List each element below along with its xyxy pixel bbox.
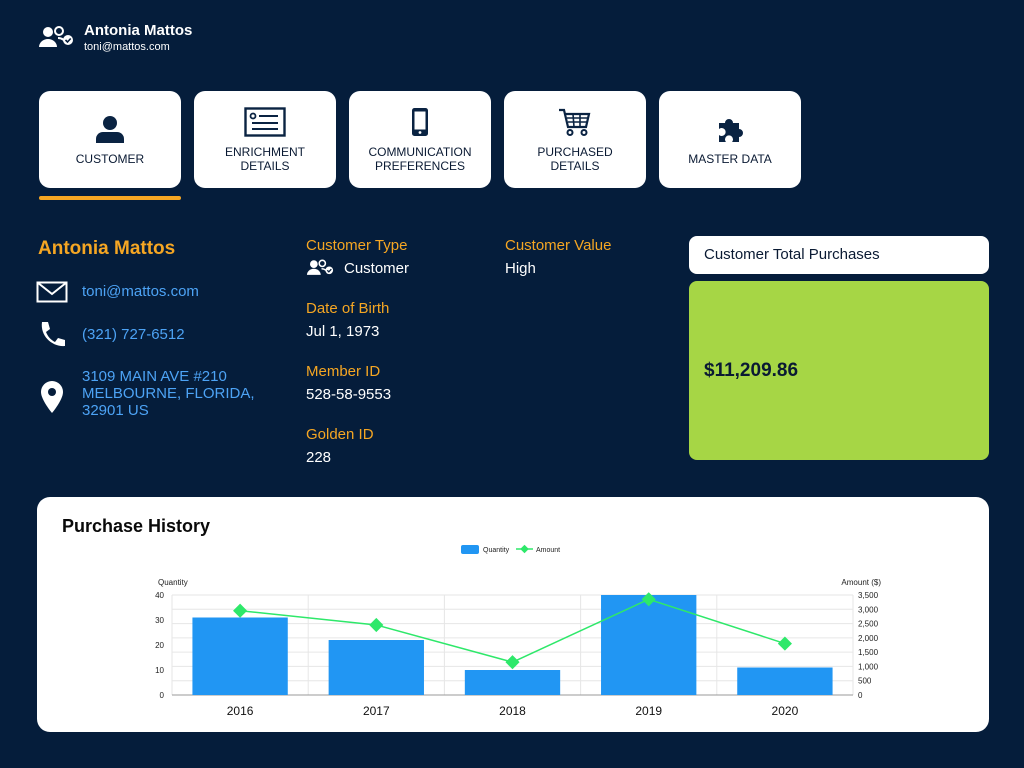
- bar: [329, 640, 424, 695]
- active-tab-indicator: [39, 196, 181, 200]
- amount-line: [240, 599, 785, 662]
- contact-email: toni@mattos.com: [36, 281, 272, 303]
- phone-icon: [38, 320, 66, 350]
- x-tick-label: 2018: [499, 704, 526, 718]
- legend-swatch-amount: [520, 545, 528, 553]
- y-right-tick-label: 2,500: [858, 620, 879, 629]
- y-right-tick-label: 1,000: [858, 662, 879, 671]
- x-tick-label: 2019: [635, 704, 662, 718]
- golden-id-value: 228: [306, 449, 331, 466]
- bar: [192, 618, 287, 696]
- y-right-tick-label: 0: [858, 691, 863, 700]
- customer-value-value: High: [505, 260, 536, 277]
- dob-value: Jul 1, 1973: [306, 323, 379, 340]
- customer-header: Antonia Mattos toni@mattos.com: [38, 22, 192, 54]
- amount-point: [233, 604, 247, 618]
- legend-label-quantity: Quantity: [483, 547, 510, 554]
- user-group-check-icon: [306, 258, 334, 278]
- y-right-axis-label: Amount ($): [841, 578, 881, 587]
- person-icon: [95, 114, 125, 144]
- purchase-history-chart: 0 10 20 30 40 Quantity 0 500 1,000 1,500 2,000 2,50…: [37, 497, 989, 732]
- tab-label: MASTER DATA: [670, 152, 790, 166]
- phone-link[interactable]: (321) 727-6512: [82, 326, 272, 343]
- total-purchases-title: Customer Total Purchases: [689, 236, 989, 274]
- address-text[interactable]: 3109 MAIN AVE #210 MELBOURNE, FLORIDA, 3…: [82, 368, 272, 419]
- tab-customer[interactable]: CUSTOMER: [39, 91, 181, 188]
- id-card-icon: [244, 107, 286, 137]
- legend-swatch-quantity: [461, 545, 479, 554]
- bar: [465, 670, 560, 695]
- contact-phone: (321) 727-6512: [36, 320, 272, 350]
- tab-label: CUSTOMER: [50, 152, 170, 166]
- mobile-phone-icon: [410, 107, 430, 137]
- y-left-axis-label: Quantity: [158, 578, 188, 587]
- user-group-check-icon: [38, 23, 74, 53]
- total-purchases-card: $11,209.86: [689, 281, 989, 460]
- tab-label: ENRICHMENT DETAILS: [205, 145, 325, 173]
- y-left-tick-label: 30: [155, 616, 164, 625]
- contact-address: 3109 MAIN AVE #210 MELBOURNE, FLORIDA, 3…: [36, 368, 272, 419]
- y-right-tick-label: 1,500: [858, 648, 879, 657]
- y-left-tick-label: 20: [155, 641, 164, 650]
- purchase-history-panel: Purchase History 0 10 20 30 40 Quantity 0 500 1,…: [37, 497, 989, 732]
- member-id-value: 528-58-9553: [306, 386, 391, 403]
- tab-communication-preferences[interactable]: COMMUNICATION PREFERENCES: [349, 91, 491, 188]
- tab-purchased-details[interactable]: PURCHASED DETAILS: [504, 91, 646, 188]
- tab-enrichment-details[interactable]: ENRICHMENT DETAILS: [194, 91, 336, 188]
- customer-name: Antonia Mattos: [38, 238, 175, 260]
- bar: [737, 668, 832, 696]
- header-customer-name: Antonia Mattos: [84, 22, 192, 40]
- y-left-tick-label: 10: [155, 666, 164, 675]
- customer-value-label: Customer Value: [505, 237, 611, 254]
- y-left-tick-label: 40: [155, 591, 164, 600]
- tab-label: PURCHASED DETAILS: [515, 145, 635, 173]
- shopping-cart-icon: [558, 107, 592, 137]
- amount-point: [369, 618, 383, 632]
- x-tick-label: 2016: [227, 704, 254, 718]
- y-right-tick-label: 3,500: [858, 591, 879, 600]
- golden-id-label: Golden ID: [306, 426, 374, 443]
- tab-label: COMMUNICATION PREFERENCES: [360, 145, 480, 173]
- map-pin-icon: [40, 380, 64, 414]
- x-tick-label: 2020: [772, 704, 799, 718]
- member-id-label: Member ID: [306, 363, 380, 380]
- y-right-tick-label: 2,000: [858, 634, 879, 643]
- tab-master-data[interactable]: MASTER DATA: [659, 91, 801, 188]
- x-tick-label: 2017: [363, 704, 390, 718]
- total-purchases-amount: $11,209.86: [704, 360, 798, 382]
- y-right-tick-label: 3,000: [858, 605, 879, 614]
- y-left-tick-label: 0: [160, 691, 165, 700]
- customer-type-value: Customer: [344, 260, 409, 277]
- amount-point: [778, 637, 792, 651]
- y-right-tick-label: 500: [858, 677, 872, 686]
- email-link[interactable]: toni@mattos.com: [82, 283, 272, 300]
- header-customer-email: toni@mattos.com: [84, 40, 192, 54]
- envelope-icon: [36, 281, 68, 303]
- legend-label-amount: Amount: [536, 547, 560, 554]
- dob-label: Date of Birth: [306, 300, 389, 317]
- puzzle-piece-icon: [715, 114, 745, 144]
- customer-type-label: Customer Type: [306, 237, 407, 254]
- customer-type: Customer: [306, 258, 409, 278]
- amount-point: [505, 655, 519, 669]
